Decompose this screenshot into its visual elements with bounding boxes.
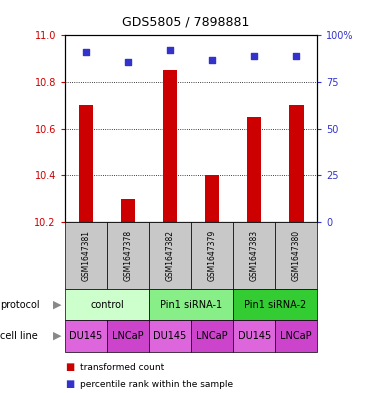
- Text: LNCaP: LNCaP: [280, 331, 312, 341]
- Text: GSM1647381: GSM1647381: [82, 230, 91, 281]
- Text: DU145: DU145: [69, 331, 102, 341]
- Bar: [162, 70, 177, 222]
- Bar: [205, 175, 220, 222]
- Text: GSM1647379: GSM1647379: [208, 230, 217, 281]
- Point: [251, 53, 257, 59]
- Text: protocol: protocol: [0, 299, 40, 310]
- Text: transformed count: transformed count: [80, 363, 164, 372]
- Text: LNCaP: LNCaP: [196, 331, 228, 341]
- Point: [293, 53, 299, 59]
- Text: ■: ■: [65, 379, 74, 389]
- Text: Pin1 siRNA-1: Pin1 siRNA-1: [160, 299, 222, 310]
- Bar: [247, 117, 262, 222]
- Text: DU145: DU145: [154, 331, 187, 341]
- Text: control: control: [90, 299, 124, 310]
- Point: [209, 57, 215, 63]
- Text: GDS5805 / 7898881: GDS5805 / 7898881: [122, 16, 249, 29]
- Bar: [79, 105, 93, 222]
- Text: GSM1647378: GSM1647378: [124, 230, 132, 281]
- Text: ▶: ▶: [53, 331, 62, 341]
- Text: GSM1647383: GSM1647383: [250, 230, 259, 281]
- Text: GSM1647380: GSM1647380: [292, 230, 301, 281]
- Point: [125, 58, 131, 64]
- Text: GSM1647382: GSM1647382: [165, 230, 174, 281]
- Point: [167, 47, 173, 53]
- Text: percentile rank within the sample: percentile rank within the sample: [80, 380, 233, 389]
- Bar: [121, 199, 135, 222]
- Point: [83, 49, 89, 55]
- Text: ▶: ▶: [53, 299, 62, 310]
- Text: LNCaP: LNCaP: [112, 331, 144, 341]
- Text: ■: ■: [65, 362, 74, 373]
- Text: DU145: DU145: [237, 331, 271, 341]
- Text: Pin1 siRNA-2: Pin1 siRNA-2: [244, 299, 306, 310]
- Text: cell line: cell line: [0, 331, 38, 341]
- Bar: [289, 105, 303, 222]
